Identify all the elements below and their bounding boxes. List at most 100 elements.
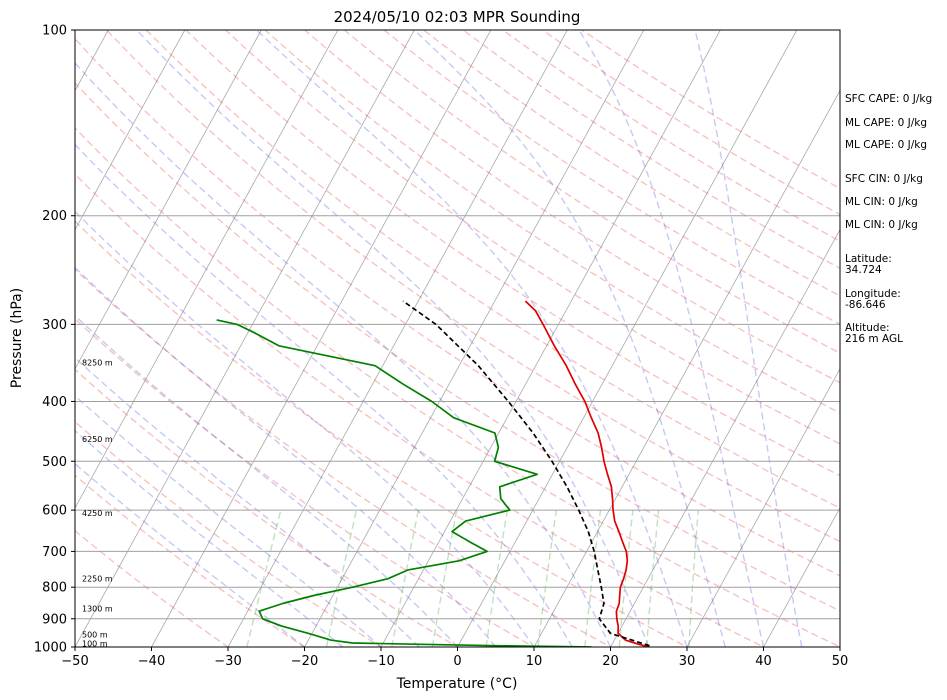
dry-adiabat-line [75,268,612,647]
moist-adiabat-line [578,30,765,647]
dry-adiabat-line [303,30,840,384]
moist-adiabat-line [75,266,497,647]
moist-adiabat-line [75,61,612,647]
x-tick-label: 0 [453,654,461,669]
dry-adiabat-line [105,30,840,543]
y-tick-label: 1000 [34,641,67,656]
height-label: 1300 m [82,604,113,613]
y-tick-label: 900 [42,612,67,627]
dry-adiabat-line [75,474,306,647]
y-tick-label: 400 [42,395,67,410]
isotherm-line [533,89,840,647]
height-label: 4250 m [82,509,113,518]
dry-adiabat-line [75,529,230,647]
dry-adiabat-line [75,317,536,647]
dry-adiabat-line [75,368,459,647]
moist-adiabat-line [75,394,382,647]
y-tick-label: 300 [42,318,67,333]
moist-adiabat-line [136,30,650,647]
height-label: 8250 m [82,359,113,368]
mixing-ratio-line [391,509,420,647]
isotherm-line [75,30,339,509]
latitude-label: Latitude: [845,253,892,265]
chart-title: 2024/05/10 02:03 MPR Sounding [334,8,581,26]
moist-adiabat-line [256,30,688,647]
index-sfc-cin: SFC CIN: 0 J/kg [845,173,923,185]
x-axis-label: Temperature (°C) [396,676,518,692]
index-ml-cin: ML CIN: 0 J/kg [845,196,918,208]
mixing-ratio-line [325,509,358,647]
height-label: 6250 m [82,435,113,444]
location-panel: Latitude: 34.724 Longitude: -86.646 Alti… [845,253,903,345]
dry-adiabat-line [145,30,840,509]
dry-adiabat-line [382,30,840,326]
x-axis-ticks: −50 −40 −30 −20 −10 0 10 20 30 40 50 [61,647,848,669]
dry-adiabat-line [343,30,840,354]
dry-adiabat-line [75,127,840,647]
altitude-label: Altitude: [845,322,890,334]
mixing-ratio-line [688,510,699,647]
data-series [216,300,650,647]
dry-adiabat-line [75,82,840,612]
x-tick-label: −40 [138,654,165,669]
plot-frame [74,29,841,648]
temperature-profile-line [524,300,650,647]
index-ml-cape: ML CAPE: 0 J/kg [845,117,927,129]
indices-panel: SFC CAPE: 0 J/kg ML CAPE: 0 J/kg ML CAPE… [845,93,932,231]
longitude-value: -86.646 [845,299,886,311]
index-ml-cape-2: ML CAPE: 0 J/kg [845,139,927,151]
isotherm-line [151,30,492,647]
x-tick-label: −10 [367,654,394,669]
x-tick-label: 40 [755,654,772,669]
isotherm-line [227,30,568,647]
pressure-gridlines [75,215,840,620]
moist-adiabat-line [694,30,803,647]
moist-adiabat-line [413,30,726,647]
latitude-value: 34.724 [845,264,882,276]
isotherm-line [304,30,645,647]
isotherm-line [380,30,721,647]
dewpoint-profile-line [216,319,592,647]
isotherm-line [75,30,262,370]
index-sfc-cape: SFC CAPE: 0 J/kg [845,93,932,105]
y-tick-label: 700 [42,545,67,560]
y-tick-label: 600 [42,504,67,519]
height-label: 500 m [82,631,108,640]
y-tick-label: 800 [42,581,67,596]
y-tick-label: 500 [42,455,67,470]
index-ml-cin-2: ML CIN: 0 J/kg [845,219,918,231]
x-tick-label: 20 [602,654,619,669]
isotherm-line [457,30,798,647]
x-tick-label: 50 [832,654,849,669]
x-tick-label: −30 [214,654,241,669]
parcel-profile-line [402,300,650,647]
moist-adiabat-line [75,210,535,647]
isotherm-line [610,228,840,647]
x-tick-label: 10 [526,654,543,669]
dry-adiabat-line [75,173,766,647]
y-axis-ticks: 100 200 300 400 500 600 700 800 900 1000 [34,24,75,656]
moist-adiabat-line [75,143,573,647]
mixing-ratio-line [246,509,282,647]
y-tick-label: 200 [42,209,67,224]
dry-adiabat-line [264,30,840,414]
moist-adiabat-line [75,429,344,647]
moist-adiabat-line [75,314,459,647]
height-label: 2250 m [82,575,113,584]
dry-adiabat-line [75,220,689,647]
moist-adiabat-line [75,462,305,647]
x-tick-label: −50 [61,654,88,669]
isotherm-line [763,507,840,647]
y-axis-label: Pressure (hPa) [9,288,25,388]
dry-adiabat-line [75,420,383,647]
x-tick-label: 30 [679,654,696,669]
isotherm-line [75,30,186,231]
isotherm-line [686,367,840,647]
background-lines [75,30,840,647]
dry-adiabat-line [75,37,840,577]
y-tick-label: 100 [42,24,67,39]
x-tick-label: −20 [291,654,318,669]
altitude-value: 216 m AGL [845,333,903,345]
